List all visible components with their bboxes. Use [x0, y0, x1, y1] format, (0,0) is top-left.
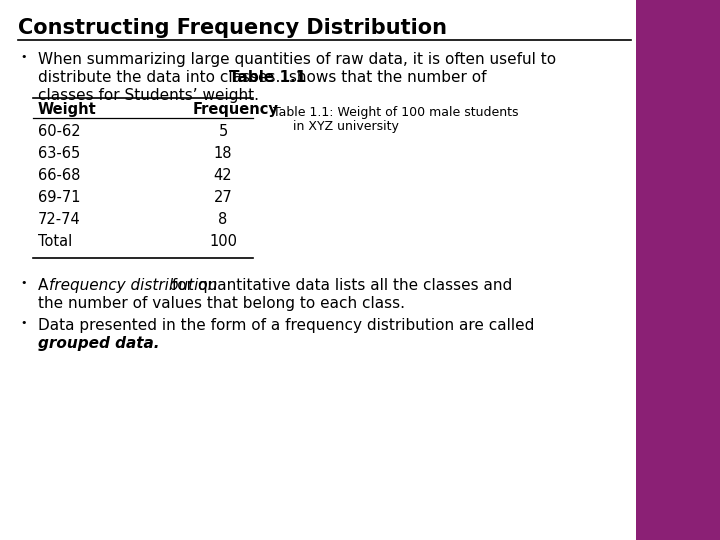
Text: Weight: Weight — [38, 102, 96, 117]
Text: 63-65: 63-65 — [38, 146, 80, 161]
Text: •: • — [20, 318, 27, 328]
Text: 8: 8 — [218, 212, 228, 227]
Text: classes for Students’ weight.: classes for Students’ weight. — [38, 88, 259, 103]
Text: Constructing Frequency Distribution: Constructing Frequency Distribution — [18, 18, 447, 38]
Text: grouped data.: grouped data. — [38, 336, 160, 351]
Text: A: A — [38, 278, 53, 293]
Text: 72-74: 72-74 — [38, 212, 81, 227]
Text: 60-62: 60-62 — [38, 124, 81, 139]
Text: shows that the number of: shows that the number of — [284, 70, 486, 85]
Text: 5: 5 — [218, 124, 228, 139]
Text: Table 1.1: Weight of 100 male students: Table 1.1: Weight of 100 male students — [273, 106, 518, 119]
Text: in XYZ university: in XYZ university — [293, 120, 399, 133]
Text: distribute the data into classes.: distribute the data into classes. — [38, 70, 285, 85]
Text: the number of values that belong to each class.: the number of values that belong to each… — [38, 296, 405, 311]
Text: When summarizing large quantities of raw data, it is often useful to: When summarizing large quantities of raw… — [38, 52, 556, 67]
Text: for quantitative data lists all the classes and: for quantitative data lists all the clas… — [167, 278, 512, 293]
Text: Frequency: Frequency — [193, 102, 279, 117]
Text: 69-71: 69-71 — [38, 190, 81, 205]
Text: 18: 18 — [214, 146, 233, 161]
Text: •: • — [20, 52, 27, 62]
Text: frequency distribution: frequency distribution — [49, 278, 217, 293]
Text: 42: 42 — [214, 168, 233, 183]
Text: Table 1.1: Table 1.1 — [229, 70, 306, 85]
Text: Total: Total — [38, 234, 72, 249]
Text: 27: 27 — [214, 190, 233, 205]
Text: •: • — [20, 278, 27, 288]
Text: 100: 100 — [209, 234, 237, 249]
Text: Data presented in the form of a frequency distribution are called: Data presented in the form of a frequenc… — [38, 318, 534, 333]
Bar — [636, 0, 720, 540]
Text: 66-68: 66-68 — [38, 168, 81, 183]
